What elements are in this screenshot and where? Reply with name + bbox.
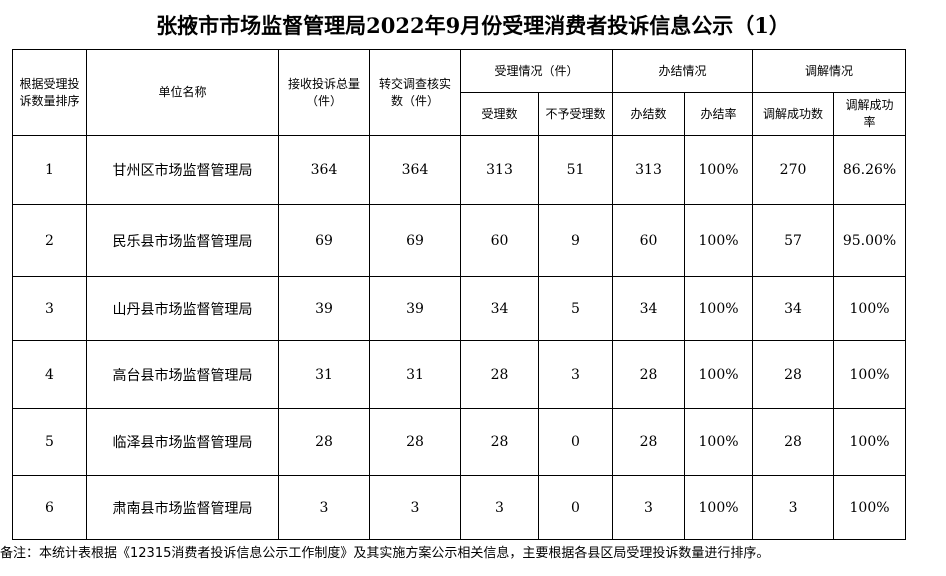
header-unit: 单位名称	[86, 49, 279, 136]
header-received: 接收投诉总量（件）	[278, 49, 370, 136]
cell-done-rate: 100%	[684, 276, 754, 341]
cell-mediated: 28	[752, 408, 835, 476]
cell-rejected: 0	[537, 408, 614, 476]
cell-rejected: 0	[537, 475, 614, 540]
cell-mediate-rate: 100%	[833, 340, 907, 409]
cell-rejected: 5	[537, 276, 614, 341]
cell-mediated: 28	[752, 340, 835, 409]
header-accept-group: 受理情况（件）	[459, 49, 614, 93]
cell-done: 313	[612, 135, 686, 205]
table-row: 4 高台县市场监督管理局 31 31 28 3 28 100% 28 100%	[12, 340, 907, 409]
cell-done: 28	[612, 340, 686, 409]
page-title: 张掖市市场监督管理局2022年9月份受理消费者投诉信息公示（1）	[156, 13, 790, 38]
header-accepted: 受理数	[460, 92, 539, 136]
cell-transferred: 364	[369, 135, 461, 205]
header-mediate-group: 调解情况	[752, 49, 907, 93]
cell-unit: 临泽县市场监督管理局	[86, 408, 279, 476]
cell-done-rate: 100%	[684, 135, 754, 205]
table-row: 3 山丹县市场监督管理局 39 39 34 5 34 100% 34 100%	[12, 276, 907, 341]
cell-transferred: 69	[369, 204, 461, 277]
cell-accepted: 34	[460, 276, 539, 341]
cell-received: 31	[278, 340, 370, 409]
cell-done: 28	[612, 408, 686, 476]
cell-mediate-rate: 86.26%	[833, 135, 907, 205]
header-mediate-rate: 调解成功率	[833, 92, 907, 136]
cell-mediated: 57	[752, 204, 835, 277]
cell-received: 28	[278, 408, 370, 476]
cell-unit: 肃南县市场监督管理局	[86, 475, 279, 540]
header-mediated: 调解成功数	[752, 92, 835, 136]
cell-rejected: 9	[537, 204, 614, 277]
header-rank: 根据受理投诉数量排序	[12, 49, 87, 136]
table-row: 5 临泽县市场监督管理局 28 28 28 0 28 100% 28 100%	[12, 408, 907, 476]
table-row: 1 甘州区市场监督管理局 364 364 313 51 313 100% 270…	[12, 135, 907, 205]
table-row: 2 民乐县市场监督管理局 69 69 60 9 60 100% 57 95.00…	[12, 204, 907, 277]
cell-mediate-rate: 95.00%	[833, 204, 907, 277]
cell-accepted: 28	[460, 340, 539, 409]
cell-mediated: 270	[752, 135, 835, 205]
cell-transferred: 31	[369, 340, 461, 409]
header-rejected: 不予受理数	[537, 92, 614, 136]
cell-rejected: 3	[537, 340, 614, 409]
cell-unit: 甘州区市场监督管理局	[86, 135, 279, 205]
cell-received: 69	[278, 204, 370, 277]
cell-rank: 5	[12, 408, 87, 476]
cell-transferred: 39	[369, 276, 461, 341]
cell-accepted: 28	[460, 408, 539, 476]
cell-rank: 1	[12, 135, 87, 205]
cell-rank: 4	[12, 340, 87, 409]
cell-done-rate: 100%	[684, 408, 754, 476]
header-done-group: 办结情况	[612, 49, 754, 93]
cell-unit: 高台县市场监督管理局	[86, 340, 279, 409]
cell-received: 3	[278, 475, 370, 540]
cell-accepted: 313	[460, 135, 539, 205]
header-done: 办结数	[612, 92, 686, 136]
cell-transferred: 3	[369, 475, 461, 540]
header-row-1: 根据受理投诉数量排序 单位名称 接收投诉总量（件） 转交调查核实数（件） 受理情…	[12, 49, 907, 136]
cell-done: 34	[612, 276, 686, 341]
cell-done: 3	[612, 475, 686, 540]
cell-unit: 民乐县市场监督管理局	[86, 204, 279, 277]
cell-rank: 2	[12, 204, 87, 277]
cell-accepted: 3	[460, 475, 539, 540]
table-row: 6 肃南县市场监督管理局 3 3 3 0 3 100% 3 100%	[12, 475, 907, 540]
cell-mediated: 34	[752, 276, 835, 341]
complaint-table: 根据受理投诉数量排序 单位名称 接收投诉总量（件） 转交调查核实数（件） 受理情…	[12, 49, 907, 540]
cell-rejected: 51	[537, 135, 614, 205]
cell-accepted: 60	[460, 204, 539, 277]
cell-done: 60	[612, 204, 686, 277]
cell-unit: 山丹县市场监督管理局	[86, 276, 279, 341]
cell-mediate-rate: 100%	[833, 408, 907, 476]
footnote: 备注：本统计表根据《12315消费者投诉信息公示工作制度》及其实施方案公示相关信…	[0, 546, 770, 561]
cell-mediate-rate: 100%	[833, 276, 907, 341]
header-transferred: 转交调查核实数（件）	[369, 49, 461, 136]
cell-done-rate: 100%	[684, 475, 754, 540]
header-done-rate: 办结率	[684, 92, 754, 136]
cell-rank: 3	[12, 276, 87, 341]
cell-mediated: 3	[752, 475, 835, 540]
header-row-2: 受理数 不予受理数 办结数 办结率 调解成功数 调解成功率	[13, 92, 907, 136]
cell-done-rate: 100%	[684, 204, 754, 277]
cell-received: 39	[278, 276, 370, 341]
cell-done-rate: 100%	[684, 340, 754, 409]
cell-mediate-rate: 100%	[833, 475, 907, 540]
cell-transferred: 28	[369, 408, 461, 476]
cell-rank: 6	[12, 475, 87, 540]
cell-received: 364	[278, 135, 370, 205]
